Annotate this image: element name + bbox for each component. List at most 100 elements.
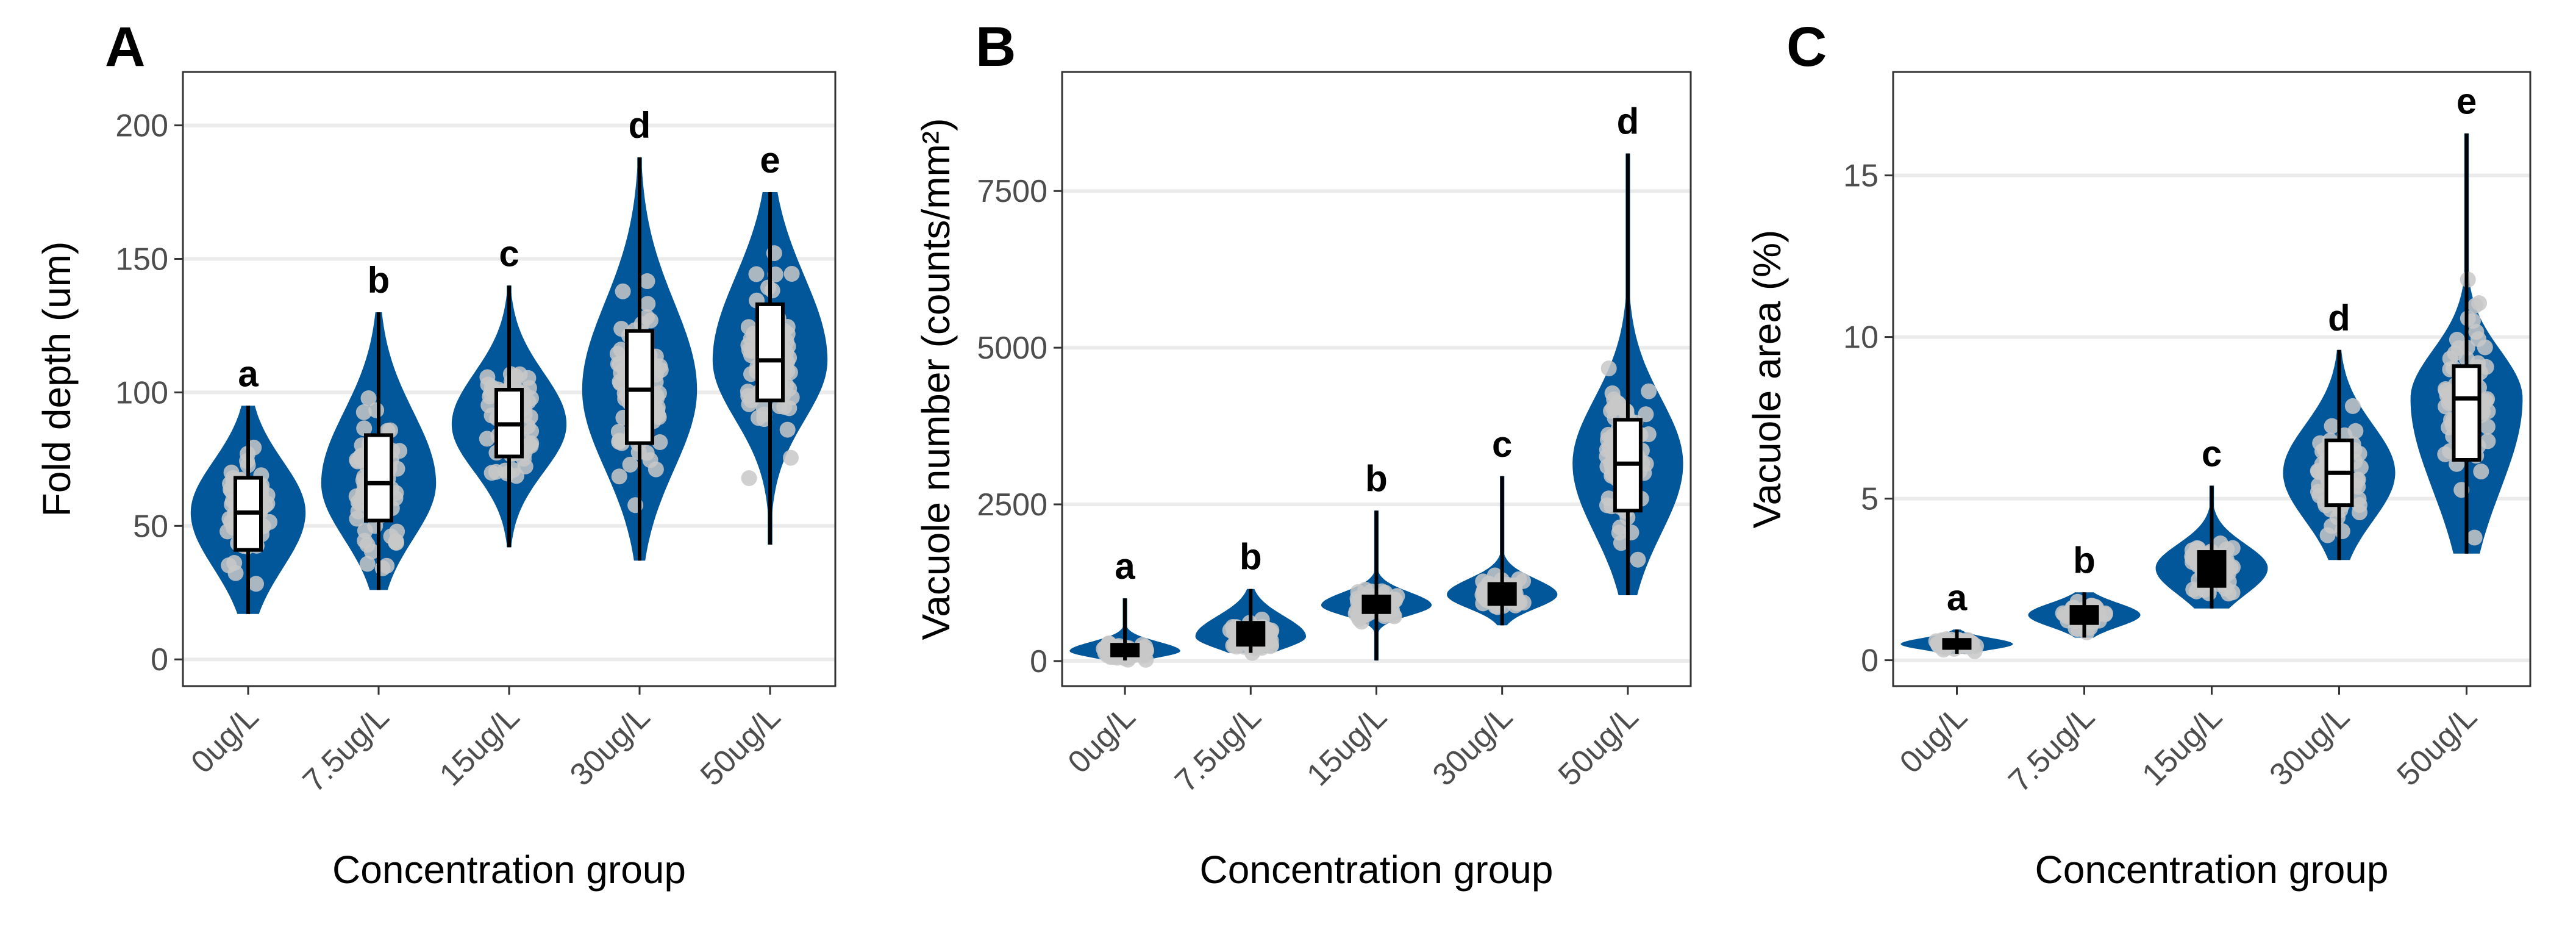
y-tick-label: 200 xyxy=(115,109,168,144)
box xyxy=(364,433,393,523)
plot-frame xyxy=(182,71,837,687)
y-tick-label: 50 xyxy=(133,509,168,544)
data-point xyxy=(743,331,759,347)
x-tick-label: 30ug/L xyxy=(1426,699,1519,792)
significance-letter: a xyxy=(1115,546,1135,587)
box xyxy=(2452,364,2481,462)
data-point xyxy=(779,421,796,438)
data-point xyxy=(652,362,669,378)
significance-letter: b xyxy=(1240,537,1262,578)
panel-letter: C xyxy=(1786,16,1827,78)
x-tick-label: 30ug/L xyxy=(563,699,657,792)
y-tick-label: 5000 xyxy=(977,331,1047,366)
panel-c: C 0 5 10 15 a 0ug/L b 7.5ug/L c 15ug/L d 30ug/L e 50ug… xyxy=(1745,16,2531,892)
data-point xyxy=(360,390,377,406)
data-point xyxy=(364,543,380,560)
data-point xyxy=(2344,398,2361,414)
significance-letter: b xyxy=(368,260,390,301)
data-point xyxy=(359,556,376,572)
panel-b: B 0 2500 5000 7500 a 0ug/L b 7.5ug/L b 15ug/L c 30ug… xyxy=(914,16,1692,892)
group-50ug-l: d xyxy=(1572,101,1683,596)
y-tick-label: 15 xyxy=(1843,159,1878,194)
y-axis-title: Vacuole number (counts/mm²) xyxy=(914,118,958,640)
data-point xyxy=(611,468,627,485)
box xyxy=(625,329,654,445)
y-tick-label: 150 xyxy=(115,242,168,277)
significance-letter: c xyxy=(1492,424,1512,465)
data-point xyxy=(219,523,236,540)
data-point xyxy=(783,449,799,466)
group-15ug-l: c xyxy=(2155,433,2268,609)
data-point xyxy=(648,461,664,478)
group-0ug-l: a xyxy=(1069,546,1180,668)
significance-letter: c xyxy=(499,233,519,274)
data-point xyxy=(1599,442,1615,458)
data-point xyxy=(2478,359,2494,375)
x-tick-label: 0ug/L xyxy=(184,699,265,780)
data-point xyxy=(2477,339,2493,356)
significance-letter: e xyxy=(2456,81,2477,122)
data-point xyxy=(523,423,540,440)
data-point xyxy=(1136,642,1152,659)
data-point xyxy=(1262,638,1279,654)
significance-letter: d xyxy=(1617,101,1639,142)
data-point xyxy=(2311,487,2328,504)
box xyxy=(755,302,785,403)
data-point xyxy=(783,266,800,282)
group-30ug-l: d xyxy=(2283,298,2396,560)
y-tick-label: 2500 xyxy=(977,487,1047,523)
data-point xyxy=(2442,351,2458,367)
significance-letter: d xyxy=(2328,298,2350,338)
group-30ug-l: c xyxy=(1447,424,1558,626)
x-tick-label: 15ug/L xyxy=(1300,699,1394,792)
data-point xyxy=(652,434,668,450)
significance-letter: a xyxy=(238,353,259,394)
data-point xyxy=(748,266,765,282)
data-point xyxy=(355,404,372,420)
data-point xyxy=(782,364,798,381)
data-point xyxy=(1599,497,1615,514)
y-tick-label: 10 xyxy=(1843,320,1878,356)
significance-letter: a xyxy=(1947,577,1968,618)
data-point xyxy=(2438,398,2454,415)
x-axis-title: Concentration group xyxy=(1200,848,1554,892)
x-tick-label: 15ug/L xyxy=(2136,699,2229,792)
x-tick-label: 7.5ug/L xyxy=(1168,699,1268,799)
data-point xyxy=(740,319,757,335)
y-axis-title: Fold depth (um) xyxy=(35,242,79,517)
group-15ug-l: b xyxy=(1321,458,1432,660)
x-tick-label: 50ug/L xyxy=(2391,699,2484,792)
data-point xyxy=(1605,400,1621,416)
data-point xyxy=(2221,585,2237,602)
data-point xyxy=(2479,418,2496,435)
data-point xyxy=(1515,573,1532,589)
data-point xyxy=(1486,567,1503,584)
x-tick-label: 7.5ug/L xyxy=(2002,699,2102,799)
y-tick-label: 0 xyxy=(151,642,168,678)
panel-letter: B xyxy=(976,16,1016,78)
x-tick-label: 0ug/L xyxy=(1893,699,1974,780)
x-tick-label: 50ug/L xyxy=(694,699,787,792)
plot-frame xyxy=(1061,71,1692,687)
x-tick-label: 50ug/L xyxy=(1552,699,1645,792)
data-point xyxy=(1623,524,1639,541)
data-point xyxy=(1222,622,1238,639)
group-50ug-l: e xyxy=(2410,81,2523,554)
data-point xyxy=(615,283,631,299)
data-point xyxy=(741,396,757,412)
significance-letter: b xyxy=(2073,540,2096,581)
data-point xyxy=(781,381,797,397)
data-point xyxy=(2352,497,2367,513)
group-7-5ug-l: b xyxy=(1195,537,1306,661)
data-point xyxy=(221,557,237,573)
data-point xyxy=(349,452,365,468)
data-point xyxy=(2473,464,2489,480)
data-point xyxy=(651,409,667,425)
x-tick-label: 0ug/L xyxy=(1061,699,1143,780)
data-point xyxy=(2467,298,2484,313)
data-point xyxy=(1613,535,1629,551)
data-point xyxy=(517,458,533,474)
x-tick-label: 30ug/L xyxy=(2263,699,2357,792)
y-tick-label: 0 xyxy=(1030,644,1047,679)
